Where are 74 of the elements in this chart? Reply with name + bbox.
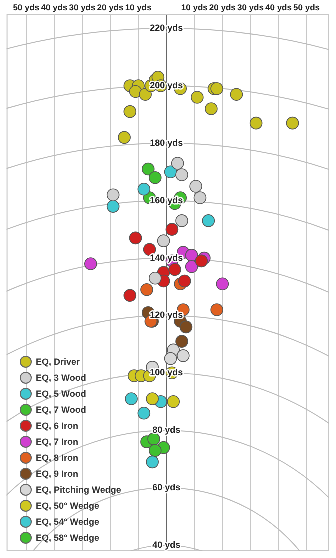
point	[157, 234, 170, 248]
legend-label: EQ, 5 Wood	[36, 389, 86, 399]
point	[164, 166, 178, 179]
point	[143, 243, 156, 256]
point	[176, 214, 188, 228]
x-tick-label: 30 yds	[69, 2, 96, 12]
point	[210, 304, 224, 316]
point	[167, 395, 180, 408]
legend-label: EQ, 3 Wood	[36, 373, 86, 383]
x-tick-label: 40 yds	[266, 2, 292, 12]
x-tick-label: 10 yds	[125, 2, 152, 12]
legend-label: EQ, Pitching Wedge	[36, 485, 122, 495]
point	[185, 249, 198, 262]
point	[106, 200, 120, 213]
x-tick-label: 40 yds	[41, 2, 68, 12]
legend-label: EQ, 7 Iron	[36, 437, 79, 447]
point	[202, 214, 216, 228]
y-tick-label: 40 yds	[152, 540, 181, 550]
point	[176, 168, 188, 182]
point	[191, 91, 204, 104]
point	[124, 289, 137, 302]
point	[286, 116, 300, 130]
point	[230, 88, 244, 102]
legend-label: EQ, 54° Wedge	[36, 517, 100, 527]
legend-label: EQ, 7 Wood	[36, 405, 86, 415]
point	[106, 188, 120, 202]
x-tick-label: 20 yds	[97, 2, 124, 12]
point	[139, 88, 152, 102]
point	[194, 192, 207, 204]
x-tick-label: 50 yds	[13, 2, 40, 12]
point	[185, 260, 198, 274]
point	[140, 283, 154, 296]
point	[138, 406, 151, 420]
legend-label: EQ, 8 Iron	[36, 453, 79, 463]
x-tick-label: 20 yds	[209, 2, 236, 12]
point	[190, 180, 202, 193]
point	[210, 82, 224, 96]
legend-label: EQ, 9 Iron	[36, 469, 79, 479]
y-tick-label: 80 yds	[152, 425, 181, 436]
point	[148, 272, 162, 285]
legend-label: EQ, 6 Iron	[36, 421, 79, 431]
point	[176, 335, 188, 348]
point	[180, 320, 193, 334]
legend-label: EQ, 58° Wedge	[36, 533, 100, 543]
point	[168, 263, 182, 276]
point	[195, 254, 208, 268]
point	[142, 162, 155, 176]
point	[205, 102, 218, 116]
point	[148, 171, 162, 184]
point	[164, 352, 178, 366]
point	[250, 116, 263, 130]
x-tick-label: 50 yds	[294, 2, 320, 12]
y-tick-label: 220 yds	[150, 23, 184, 34]
point	[146, 456, 159, 469]
point	[124, 105, 137, 118]
point	[177, 350, 190, 362]
point	[138, 182, 151, 196]
point	[125, 392, 138, 406]
point	[118, 131, 131, 144]
legend-label: EQ, 50° Wedge	[36, 501, 100, 511]
point	[178, 274, 192, 288]
y-tick-label: 180 yds	[150, 138, 184, 148]
x-tick-label: 10 yds	[181, 2, 208, 12]
legend-label: EQ, Driver	[36, 357, 80, 367]
point	[146, 392, 159, 406]
y-tick-label: 60 yds	[152, 482, 181, 493]
point	[216, 278, 230, 291]
point	[166, 223, 179, 236]
point	[148, 432, 160, 446]
point	[148, 444, 162, 458]
point	[171, 157, 184, 170]
point	[129, 232, 142, 245]
point	[84, 258, 98, 270]
x-tick-label: 30 yds	[237, 2, 264, 12]
